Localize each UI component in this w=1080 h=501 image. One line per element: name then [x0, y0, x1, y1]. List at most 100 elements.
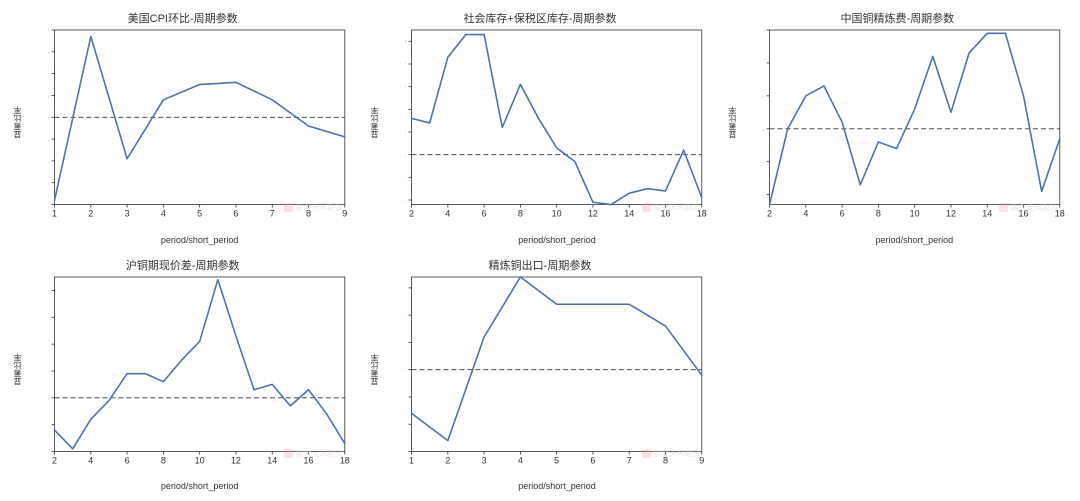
svg-text:5: 5	[197, 209, 202, 219]
svg-text:8: 8	[876, 209, 881, 219]
svg-text:2: 2	[409, 209, 414, 219]
svg-text:6: 6	[839, 209, 844, 219]
plot-area-4: 1234567890.350.400.450.500.550.600.65紫金天…	[405, 273, 708, 466]
svg-text:9: 9	[342, 209, 347, 219]
x-axis-label: period/short_period	[48, 481, 351, 491]
svg-text:0.7: 0.7	[48, 339, 49, 349]
svg-text:0.7: 0.7	[405, 104, 406, 114]
svg-text:12: 12	[231, 455, 241, 465]
chart-title: 中国铜精炼费-周期参数	[723, 10, 1072, 26]
svg-text:0.55: 0.55	[405, 337, 406, 347]
x-axis-label: period/short_period	[48, 235, 351, 245]
svg-text:0.8: 0.8	[48, 312, 49, 322]
y-axis-label: 显著比率	[727, 26, 737, 219]
svg-text:16: 16	[304, 455, 314, 465]
svg-text:0.3: 0.3	[48, 156, 49, 166]
svg-text:0.35: 0.35	[405, 446, 406, 456]
svg-text:10: 10	[909, 209, 919, 219]
svg-text:0.45: 0.45	[405, 391, 406, 401]
svg-text:10: 10	[195, 455, 205, 465]
svg-text:2: 2	[767, 209, 772, 219]
svg-text:0.6: 0.6	[48, 365, 49, 375]
svg-text:0.3: 0.3	[763, 190, 764, 200]
plot-area-1: 246810121416180.30.40.50.60.70.80.91.0紫金…	[405, 26, 708, 219]
chart-title: 沪铜期现价差-周期参数	[8, 257, 357, 273]
svg-text:12: 12	[588, 209, 598, 219]
svg-text:0.9: 0.9	[48, 26, 49, 35]
svg-text:10: 10	[552, 209, 562, 219]
svg-text:0.4: 0.4	[763, 157, 764, 167]
svg-text:6: 6	[233, 209, 238, 219]
svg-text:0.9: 0.9	[48, 285, 49, 295]
x-axis-label: period/short_period	[405, 235, 708, 245]
panel-3: 沪铜期现价差-周期参数 显著比率 246810121416180.30.40.5…	[8, 255, 357, 494]
svg-text:8: 8	[161, 455, 166, 465]
svg-text:0.4: 0.4	[48, 134, 49, 144]
svg-text:18: 18	[697, 209, 707, 219]
svg-text:0.8: 0.8	[48, 47, 49, 57]
svg-text:0.3: 0.3	[48, 446, 49, 456]
svg-text:2: 2	[446, 455, 451, 465]
svg-text:0.7: 0.7	[48, 69, 49, 79]
y-axis-label: 显著比率	[12, 26, 22, 219]
svg-text:0.60: 0.60	[405, 310, 406, 320]
svg-text:4: 4	[803, 209, 808, 219]
svg-text:7: 7	[627, 455, 632, 465]
y-axis-label: 显著比率	[369, 273, 379, 466]
svg-text:4: 4	[88, 455, 93, 465]
svg-text:0.9: 0.9	[405, 59, 406, 69]
svg-text:0.2: 0.2	[48, 178, 49, 188]
svg-text:4: 4	[518, 455, 523, 465]
chart-title: 美国CPI环比-周期参数	[8, 10, 357, 26]
panel-0: 美国CPI环比-周期参数 显著比率 1234567890.10.20.30.40…	[8, 8, 357, 247]
svg-text:14: 14	[982, 209, 992, 219]
svg-text:6: 6	[125, 455, 130, 465]
x-axis-label: period/short_period	[405, 481, 708, 491]
svg-text:2: 2	[88, 209, 93, 219]
svg-text:8: 8	[518, 209, 523, 219]
x-axis-label: period/short_period	[763, 235, 1066, 245]
svg-text:14: 14	[267, 455, 277, 465]
svg-text:0.8: 0.8	[405, 82, 406, 92]
svg-text:0.4: 0.4	[48, 419, 49, 429]
chart-title: 精炼铜出口-周期参数	[365, 257, 714, 273]
svg-text:6: 6	[591, 455, 596, 465]
svg-text:0.4: 0.4	[405, 172, 406, 182]
svg-text:3: 3	[125, 209, 130, 219]
plot-area-3: 246810121416180.30.40.50.60.70.80.9紫金天风期…	[48, 273, 351, 466]
plot-area-2: 246810121416180.30.40.50.60.70.8紫金天风期货	[763, 26, 1066, 219]
svg-text:5: 5	[554, 455, 559, 465]
panel-4: 精炼铜出口-周期参数 显著比率 1234567890.350.400.450.5…	[365, 255, 714, 494]
svg-text:0.5: 0.5	[763, 124, 764, 134]
svg-text:1.0: 1.0	[405, 36, 406, 46]
svg-text:0.65: 0.65	[405, 282, 406, 292]
svg-text:6: 6	[482, 209, 487, 219]
svg-text:0.6: 0.6	[763, 91, 764, 101]
svg-text:0.3: 0.3	[405, 195, 406, 205]
svg-text:3: 3	[482, 455, 487, 465]
panel-5-empty	[723, 255, 1072, 494]
svg-text:4: 4	[161, 209, 166, 219]
svg-text:0.8: 0.8	[763, 26, 764, 35]
svg-text:0.6: 0.6	[405, 127, 406, 137]
chart-title: 社会库存+保税区库存-周期参数	[365, 10, 714, 26]
svg-text:0.1: 0.1	[48, 200, 49, 210]
svg-text:18: 18	[340, 455, 350, 465]
svg-text:8: 8	[663, 455, 668, 465]
y-axis-label: 显著比率	[12, 273, 22, 466]
svg-text:0.5: 0.5	[48, 392, 49, 402]
svg-text:0.5: 0.5	[405, 150, 406, 160]
svg-text:1: 1	[52, 209, 57, 219]
svg-text:16: 16	[1018, 209, 1028, 219]
chart-grid: 美国CPI环比-周期参数 显著比率 1234567890.10.20.30.40…	[8, 8, 1072, 493]
svg-text:0.40: 0.40	[405, 419, 406, 429]
svg-text:8: 8	[306, 209, 311, 219]
svg-text:16: 16	[661, 209, 671, 219]
panel-2: 中国铜精炼费-周期参数 显著比率 246810121416180.30.40.5…	[723, 8, 1072, 247]
svg-text:1: 1	[409, 455, 414, 465]
panel-1: 社会库存+保税区库存-周期参数 显著比率 246810121416180.30.…	[365, 8, 714, 247]
svg-text:18: 18	[1054, 209, 1064, 219]
plot-area-0: 1234567890.10.20.30.40.50.60.70.80.9紫金天风…	[48, 26, 351, 219]
svg-text:0.50: 0.50	[405, 364, 406, 374]
svg-text:14: 14	[625, 209, 635, 219]
